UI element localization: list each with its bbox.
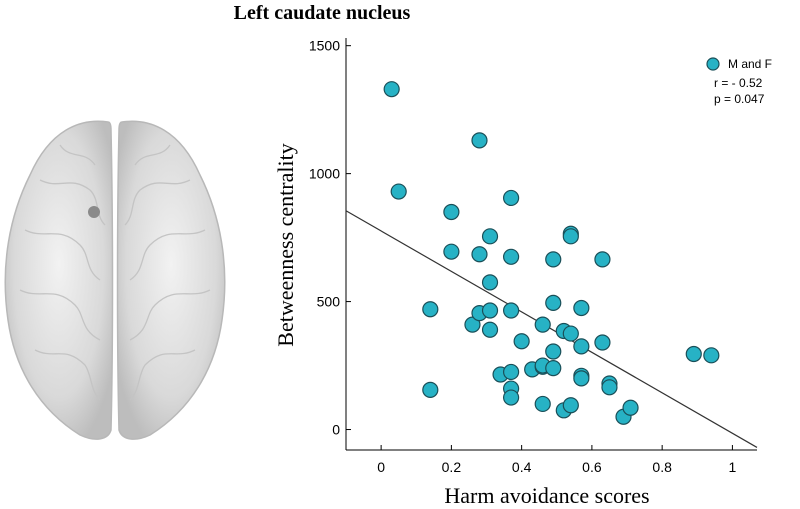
regression-line [345, 210, 758, 448]
scatter-points [383, 81, 720, 425]
x-tick-label: 0.2 [442, 459, 462, 475]
chart-title: Left caudate nucleus [234, 2, 411, 24]
y-tick-label: 1000 [309, 166, 340, 182]
data-point [503, 189, 520, 207]
data-point [383, 81, 400, 98]
data-point [685, 345, 702, 363]
x-tick-label: 1 [729, 459, 737, 475]
data-point [481, 302, 499, 319]
data-point [503, 248, 520, 265]
data-point [573, 370, 590, 387]
data-point [545, 251, 562, 268]
annotation-r: r = - 0.52 [714, 76, 763, 90]
data-point [443, 203, 460, 221]
y-tick-label: 1500 [309, 38, 340, 54]
data-point [562, 228, 579, 245]
x-tick-label: 0 [377, 459, 385, 475]
data-point [594, 334, 611, 351]
x-tick-label: 0.8 [652, 459, 672, 475]
data-point [443, 243, 460, 260]
data-point [545, 343, 562, 360]
data-point [503, 389, 520, 406]
data-point [601, 379, 618, 396]
axes: 0 500 1000 1500 0 0.2 0.4 0.6 0.8 1 [309, 38, 757, 475]
data-point [481, 228, 499, 245]
x-axis-label: Harm avoidance scores [444, 483, 649, 508]
y-axis-ticks: 0 500 1000 1500 [309, 38, 351, 438]
data-point [503, 302, 520, 319]
data-point [562, 397, 579, 414]
data-point [513, 333, 530, 350]
y-tick-label: 500 [317, 294, 341, 310]
y-tick-label: 0 [332, 422, 340, 438]
x-tick-label: 0.6 [582, 459, 602, 475]
legend-entry: M and F [728, 57, 772, 71]
legend-marker [706, 57, 720, 71]
data-point [562, 325, 579, 342]
data-point [534, 316, 551, 333]
data-point [594, 251, 611, 268]
data-point [573, 338, 590, 355]
data-point [422, 381, 439, 398]
data-point [545, 360, 562, 377]
data-point [481, 274, 499, 291]
data-point [622, 399, 639, 416]
data-point [545, 294, 562, 311]
x-tick-label: 0.4 [512, 459, 532, 475]
y-axis-label: Betweenness centrality [273, 143, 298, 346]
brain-axial-view-icon [4, 120, 226, 440]
data-point [471, 132, 488, 149]
x-axis-ticks: 0 0.2 0.4 0.6 0.8 1 [377, 445, 737, 475]
annotation-p: p = 0.047 [714, 92, 765, 106]
data-point [534, 395, 551, 413]
data-point [422, 301, 439, 318]
data-point [481, 321, 499, 338]
data-point [503, 363, 520, 381]
data-point [390, 183, 407, 200]
legend: M and F r = - 0.52 p = 0.047 [706, 57, 772, 106]
data-point [703, 347, 720, 364]
data-point [471, 246, 488, 263]
data-point [573, 299, 590, 317]
